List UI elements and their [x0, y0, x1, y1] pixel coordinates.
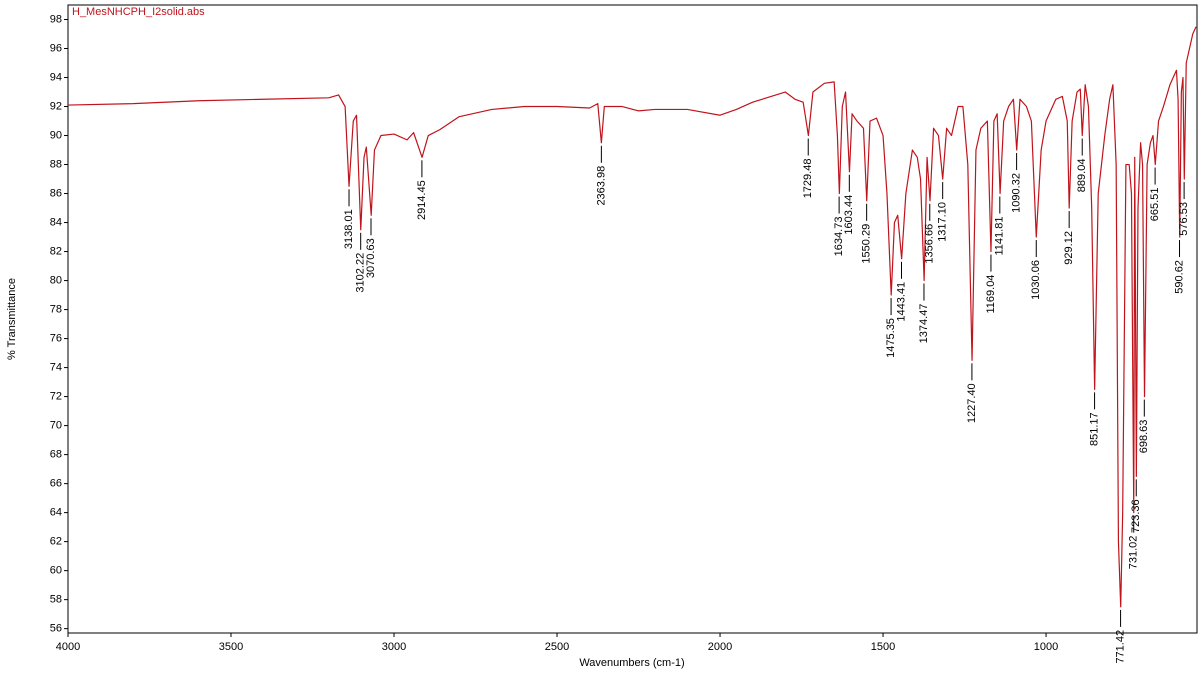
y-tick-label: 68 — [50, 449, 62, 461]
peak-label: 3070.63 — [365, 238, 377, 278]
peak-label: 771.42 — [1114, 630, 1126, 664]
y-tick-label: 90 — [50, 129, 62, 141]
x-tick-label: 3000 — [382, 641, 406, 653]
peak-label: 889.04 — [1076, 159, 1088, 193]
y-tick-label: 86 — [50, 187, 62, 199]
peak-label: 1090.32 — [1011, 173, 1023, 213]
y-tick-label: 70 — [50, 420, 62, 432]
y-tick-label: 96 — [50, 42, 62, 54]
peak-label: 929.12 — [1063, 231, 1075, 265]
y-tick-label: 78 — [50, 303, 62, 315]
y-axis-title: % Transmittance — [6, 278, 18, 360]
x-tick-label: 2500 — [545, 641, 569, 653]
y-tick-label: 84 — [50, 216, 62, 228]
peak-label: 1729.48 — [802, 159, 814, 199]
y-tick-label: 66 — [50, 478, 62, 490]
x-tick-label: 1500 — [871, 641, 895, 653]
y-tick-label: 72 — [50, 390, 62, 402]
x-tick-label: 4000 — [56, 641, 80, 653]
spectrum-line — [67, 26, 1197, 608]
peak-label: 698.63 — [1138, 420, 1150, 454]
peak-label: 731.02 — [1128, 536, 1140, 570]
peak-label: 851.17 — [1088, 412, 1100, 446]
y-tick-label: 60 — [50, 565, 62, 577]
peak-label: 3138.01 — [343, 209, 355, 249]
peak-label: 1317.10 — [937, 202, 949, 242]
peak-label: 576.53 — [1178, 202, 1190, 236]
peak-label: 1634.73 — [833, 217, 845, 257]
y-tick-label: 62 — [50, 536, 62, 548]
y-tick-label: 76 — [50, 332, 62, 344]
y-tick-label: 94 — [50, 71, 62, 83]
y-tick-label: 56 — [50, 623, 62, 635]
peak-label: 2914.45 — [416, 180, 428, 220]
y-tick-label: 88 — [50, 158, 62, 170]
peak-label: 1475.35 — [885, 318, 897, 358]
y-tick-label: 82 — [50, 245, 62, 257]
y-tick-label: 64 — [50, 507, 62, 519]
peak-label: 1374.47 — [918, 304, 930, 344]
peak-label: 665.51 — [1149, 188, 1161, 222]
peak-label: 3102.22 — [355, 253, 367, 293]
x-tick-label: 3500 — [219, 641, 243, 653]
peak-label: 723.36 — [1130, 499, 1142, 533]
peak-label: 1443.41 — [895, 282, 907, 322]
x-tick-label: 1000 — [1034, 641, 1058, 653]
y-tick-label: 92 — [50, 100, 62, 112]
peak-label: 590.62 — [1173, 260, 1185, 294]
x-tick-label: 2000 — [708, 641, 732, 653]
peak-label: 1169.04 — [985, 275, 997, 314]
peak-label: 1356.66 — [924, 224, 936, 264]
peak-label: 2363.98 — [595, 166, 607, 206]
plot-frame — [67, 4, 1198, 634]
peak-label: 1227.40 — [966, 383, 978, 423]
y-tick-label: 80 — [50, 274, 62, 286]
y-tick-label: 74 — [50, 361, 62, 373]
y-tick-label: 58 — [50, 594, 62, 606]
peak-label: 1550.29 — [861, 224, 873, 264]
chart-title: H_MesNHCPH_I2solid.abs — [72, 6, 205, 18]
y-tick-label: 98 — [50, 13, 62, 25]
peak-label: 1603.44 — [843, 195, 855, 235]
peak-label: 1030.06 — [1030, 260, 1042, 300]
x-axis-title: Wavenumbers (cm-1) — [579, 657, 684, 669]
peak-label: 1141.81 — [994, 217, 1006, 256]
